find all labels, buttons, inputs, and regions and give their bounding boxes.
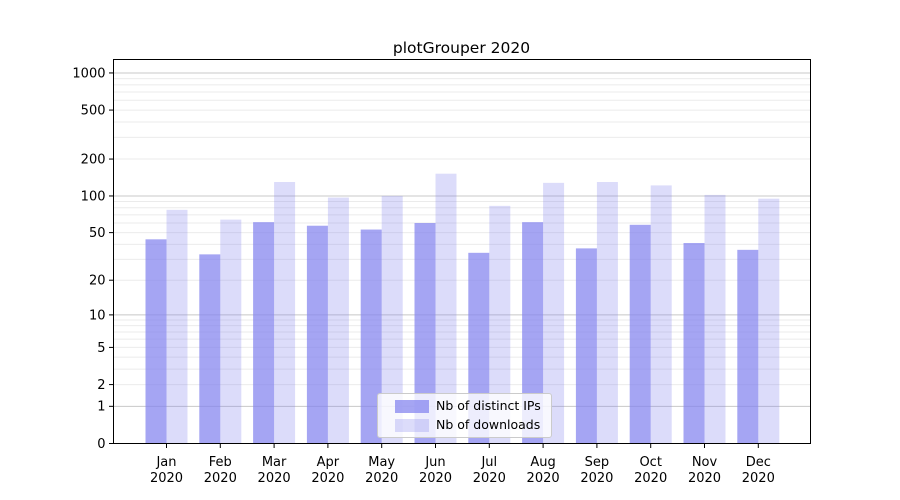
bar-ips-nov bbox=[683, 243, 705, 444]
bar-ips-jun bbox=[414, 223, 436, 444]
x-tick-label-month: Jun bbox=[424, 455, 445, 470]
y-tick-label: 20 bbox=[89, 274, 106, 289]
bar-downloads-nov bbox=[704, 194, 726, 444]
bar-downloads-apr bbox=[327, 197, 349, 444]
bar-ips-sep bbox=[575, 248, 597, 444]
bar-ips-may bbox=[360, 229, 382, 444]
legend-swatch-downloads bbox=[395, 418, 429, 432]
y-tick-label: 5 bbox=[97, 341, 105, 356]
bar-downloads-feb bbox=[220, 219, 242, 444]
bar-ips-apr bbox=[306, 225, 328, 444]
x-tick-label-month: Jan bbox=[155, 455, 176, 470]
bar-downloads-jun bbox=[435, 173, 457, 444]
bar-ips-aug bbox=[522, 222, 544, 444]
x-tick-label-year: 2020 bbox=[258, 471, 291, 486]
x-tick-label-year: 2020 bbox=[634, 471, 667, 486]
x-tick-label-year: 2020 bbox=[419, 471, 452, 486]
bar-ips-mar bbox=[253, 222, 275, 444]
bar-ips-feb bbox=[199, 254, 221, 444]
x-tick-label-year: 2020 bbox=[311, 471, 344, 486]
x-tick-label-year: 2020 bbox=[150, 471, 183, 486]
bar-downloads-sep bbox=[596, 182, 618, 444]
legend: Nb of distinct IPs Nb of downloads bbox=[377, 393, 552, 438]
x-tick-label-month: Sep bbox=[585, 455, 610, 470]
bar-downloads-dec bbox=[758, 198, 780, 444]
x-tick-label-year: 2020 bbox=[527, 471, 560, 486]
y-tick-label: 1 bbox=[97, 400, 105, 415]
y-tick-label: 200 bbox=[81, 152, 106, 167]
y-tick-label: 50 bbox=[89, 226, 106, 241]
bar-downloads-jul bbox=[489, 205, 511, 444]
x-tick-label-year: 2020 bbox=[742, 471, 775, 486]
y-tick-label: 2 bbox=[97, 378, 105, 393]
bar-ips-oct bbox=[629, 224, 651, 444]
bar-ips-dec bbox=[737, 249, 759, 444]
legend-label-distinct-ips: Nb of distinct IPs bbox=[436, 398, 541, 413]
y-tick-label: 500 bbox=[81, 103, 106, 118]
x-tick-label-year: 2020 bbox=[365, 471, 398, 486]
bar-downloads-aug bbox=[543, 182, 565, 444]
plot-border bbox=[113, 59, 811, 444]
bar-ips-jan bbox=[145, 239, 167, 444]
x-tick-label-month: May bbox=[368, 455, 395, 470]
y-tick-label: 10 bbox=[89, 308, 106, 323]
bar-downloads-may bbox=[381, 195, 403, 444]
x-tick-label-year: 2020 bbox=[580, 471, 613, 486]
legend-item-downloads: Nb of downloads bbox=[395, 418, 551, 432]
x-tick-label-month: Feb bbox=[209, 455, 232, 470]
y-tick-label: 1000 bbox=[72, 66, 105, 81]
bar-downloads-jan bbox=[166, 209, 188, 444]
x-tick-label-year: 2020 bbox=[204, 471, 237, 486]
y-tick-label: 0 bbox=[97, 437, 105, 452]
x-tick-label-year: 2020 bbox=[688, 471, 721, 486]
bar-downloads-mar bbox=[274, 182, 296, 444]
legend-swatch-distinct-ips bbox=[395, 399, 429, 413]
x-tick-label-month: Nov bbox=[692, 455, 718, 470]
x-tick-label-year: 2020 bbox=[473, 471, 506, 486]
y-tick-label: 100 bbox=[81, 189, 106, 204]
x-tick-label-month: Dec bbox=[746, 455, 771, 470]
legend-label-downloads: Nb of downloads bbox=[436, 417, 541, 432]
bar-downloads-oct bbox=[650, 185, 672, 444]
legend-item-distinct-ips: Nb of distinct IPs bbox=[395, 399, 551, 413]
x-tick-label-month: Oct bbox=[639, 455, 661, 470]
x-tick-label-month: Apr bbox=[317, 455, 340, 470]
x-tick-label-month: Aug bbox=[530, 455, 555, 470]
x-tick-label-month: Jul bbox=[480, 455, 497, 470]
x-tick-label-month: Mar bbox=[262, 455, 287, 470]
chart-title: plotGrouper 2020 bbox=[392, 39, 531, 57]
